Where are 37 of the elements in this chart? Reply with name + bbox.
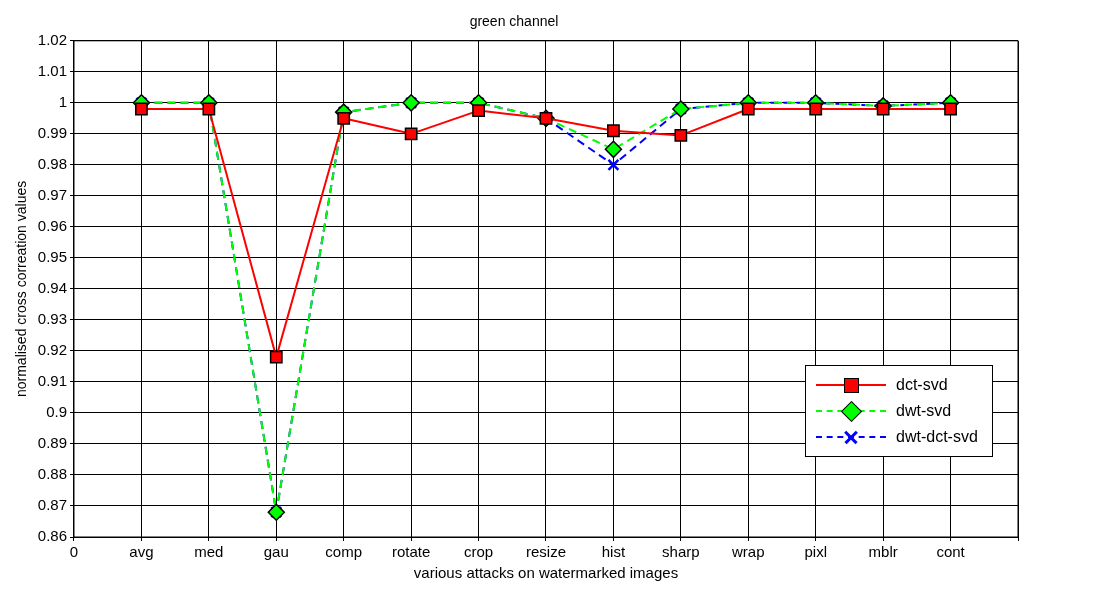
x-axis-title: various attacks on watermarked images [413,564,679,582]
y-tick-label: 0.92 [37,341,67,359]
legend-label: dct-svd [896,376,948,394]
legend-label: dwt-svd [896,402,952,420]
x-tick-label: 0 [69,543,79,561]
y-tick-label: 0.91 [37,372,67,390]
y-tick-label: 0.89 [37,434,67,452]
y-tick-label: 0.97 [37,186,67,203]
legend-label: dwt-dct-svd [896,428,978,446]
x-tick-label: crop [463,543,494,561]
x-tick-label: resize [525,543,567,561]
x-tick-label: pixl [804,543,827,561]
x-tick-label: avg [129,543,154,561]
y-tick-label: 0.98 [37,154,67,172]
x-tick-label: wrap [731,543,765,561]
y-tick-label: 0.88 [37,465,67,483]
x-tick-label: rotate [391,543,431,561]
y-tick-label: 0.96 [37,217,67,235]
y-axis-title: normalised cross correation values [13,180,30,398]
x-tick-label: gau [263,543,289,561]
y-tick-label: 1 [58,92,67,110]
y-tick-label: 0.94 [37,279,67,297]
y-tick-label: 0.99 [37,123,67,141]
x-tick-label: cont [936,543,966,561]
y-tick-label: 0.87 [37,496,67,514]
x-tick-label: med [194,543,224,561]
y-tick-label: 0.86 [37,527,67,545]
y-tick-label: 0.95 [37,248,67,266]
x-tick-label: hist [601,543,626,561]
y-tick-label: 0.93 [37,310,67,328]
x-tick-label: comp [325,543,363,561]
y-tick-label: 1.02 [37,30,67,48]
y-tick-label: 1.01 [37,61,67,79]
x-tick-label: mblr [868,543,898,561]
x-tick-label: sharp [662,543,700,561]
y-tick-label: 0.9 [46,403,67,421]
chart-title: green channel [469,13,559,30]
